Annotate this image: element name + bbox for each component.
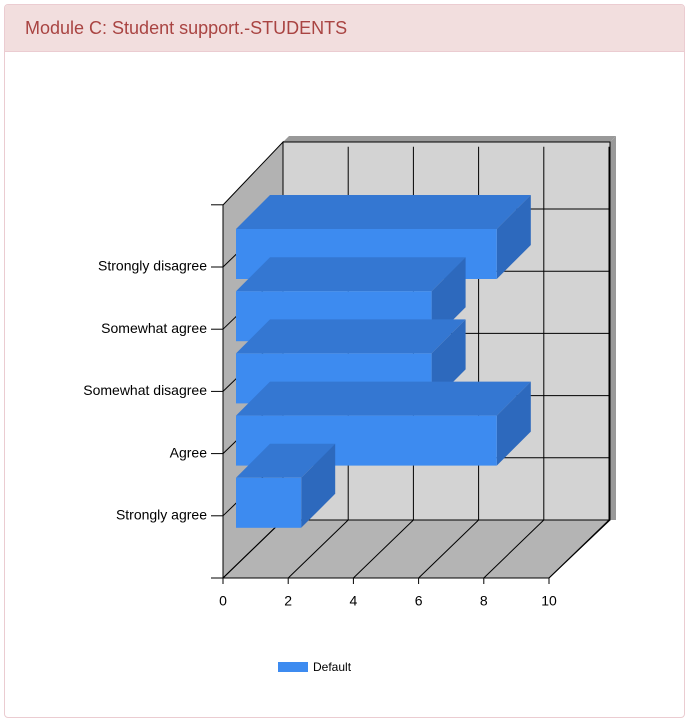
floor-line — [353, 519, 414, 579]
x-tick-label: 8 — [480, 593, 488, 609]
x-tick-label: 2 — [284, 593, 292, 609]
wall-shadow — [610, 136, 616, 520]
x-tick-label: 0 — [219, 593, 227, 609]
floor — [221, 519, 612, 579]
bar-top — [236, 257, 466, 292]
bar-side — [496, 195, 531, 279]
floor-line — [483, 519, 545, 579]
bar — [236, 477, 302, 528]
floor-line — [418, 519, 479, 579]
panel: Module C: Student support.-STUDENTS — [4, 4, 685, 718]
legend-label: Default — [313, 660, 352, 674]
wall-shadow — [283, 136, 616, 142]
floor-line — [548, 519, 610, 579]
floor-line — [222, 519, 284, 579]
y-tick-label: Strongly agree — [116, 507, 207, 523]
x-tick-label: 4 — [350, 593, 358, 609]
legend-swatch — [278, 662, 308, 672]
panel-title: Module C: Student support.-STUDENTS — [5, 5, 684, 52]
floor-line — [287, 519, 349, 579]
y-tick-label: Somewhat agree — [101, 320, 207, 336]
bar-side — [301, 443, 336, 528]
y-tick-label: Strongly disagree — [98, 258, 207, 274]
x-tick-label: 6 — [415, 593, 423, 609]
bar-top — [236, 195, 531, 229]
bar-top — [236, 319, 466, 354]
y-tick-label: Agree — [170, 444, 208, 460]
bar-top — [236, 381, 531, 416]
x-tick-label: 10 — [541, 593, 557, 609]
bar-top — [236, 443, 336, 478]
y-tick-label: Somewhat disagree — [83, 382, 207, 398]
bar-side — [496, 381, 531, 466]
